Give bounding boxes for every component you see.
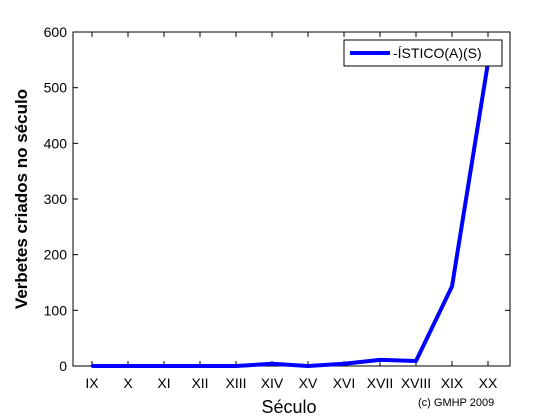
credit-text: (c) GMHP 2009 <box>418 397 494 409</box>
x-tick-label: XVIII <box>401 375 431 391</box>
data-point <box>198 364 202 368</box>
x-tick-label: XIII <box>225 375 246 391</box>
y-tick-label: 200 <box>44 247 68 263</box>
y-tick-label: 100 <box>44 302 68 318</box>
y-tick-label: 300 <box>44 191 68 207</box>
x-tick-label: X <box>123 375 133 391</box>
x-tick-label: IX <box>85 375 99 391</box>
plot-frame <box>72 31 511 367</box>
x-tick-label: XIV <box>261 375 284 391</box>
x-tick-label: XVII <box>367 375 393 391</box>
series-layer <box>90 61 490 368</box>
x-tick-label: XV <box>299 375 318 391</box>
legend: -ÍSTICO(A)(S) <box>343 39 503 67</box>
x-tick-label: XX <box>479 375 498 391</box>
data-point <box>162 364 166 368</box>
x-axis: IX X XI XII XIII XIV XV XVI XVII XVIII XIX XX <box>85 32 498 391</box>
series-line <box>92 62 490 368</box>
data-point <box>378 358 382 362</box>
data-point <box>414 359 418 363</box>
data-point <box>126 364 130 368</box>
data-point <box>342 362 346 366</box>
y-tick-label: 400 <box>44 135 68 151</box>
y-tick-label: 600 <box>44 24 68 40</box>
data-point <box>450 284 454 288</box>
y-tick-label: 0 <box>59 358 67 374</box>
x-tick-label: XII <box>191 375 208 391</box>
data-point <box>270 362 274 366</box>
x-axis-title: Século <box>261 397 316 417</box>
x-tick-label: XI <box>157 375 170 391</box>
data-point <box>306 364 310 368</box>
x-tick-label: XVI <box>333 375 356 391</box>
y-axis-title: Verbetes criados no século <box>12 89 31 309</box>
x-tick-label: XIX <box>441 375 464 391</box>
data-point <box>234 364 238 368</box>
legend-label: -ÍSTICO(A)(S) <box>393 45 482 61</box>
y-axis: 0 100 200 300 400 500 600 <box>44 24 510 374</box>
y-tick-label: 500 <box>44 80 68 96</box>
data-point <box>90 364 94 368</box>
